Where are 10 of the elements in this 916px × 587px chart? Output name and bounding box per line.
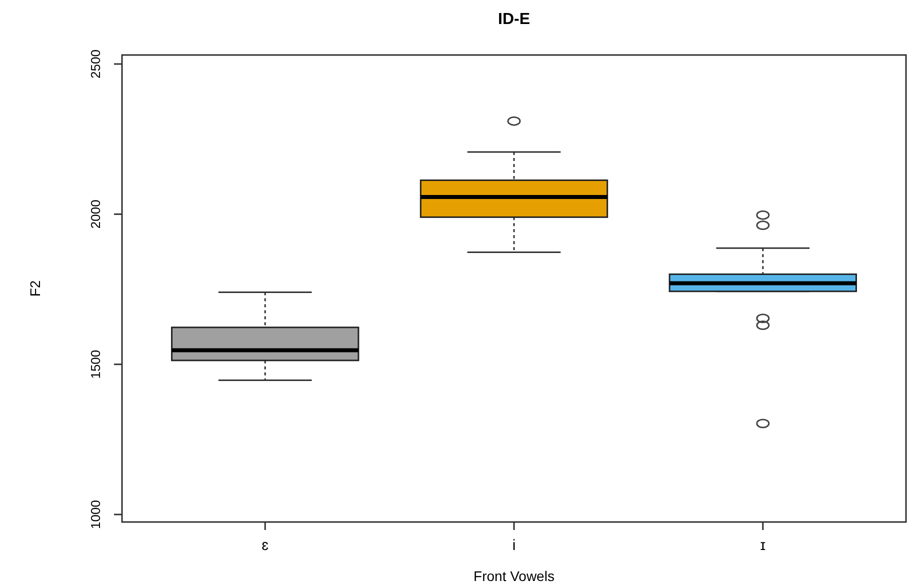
y-tick-label: 2000 xyxy=(88,200,103,229)
x-tick-label: ɪ xyxy=(760,537,766,554)
chart-title: ID-E xyxy=(498,11,530,28)
y-tick-label: 1000 xyxy=(88,500,103,529)
x-axis-title: Front Vowels xyxy=(474,568,554,584)
y-tick-label: 1500 xyxy=(88,350,103,379)
x-tick-label: i xyxy=(512,537,516,554)
y-axis-title: F2 xyxy=(27,280,43,297)
x-tick-label: ɛ xyxy=(262,537,269,554)
y-tick-label: 2500 xyxy=(88,50,103,78)
